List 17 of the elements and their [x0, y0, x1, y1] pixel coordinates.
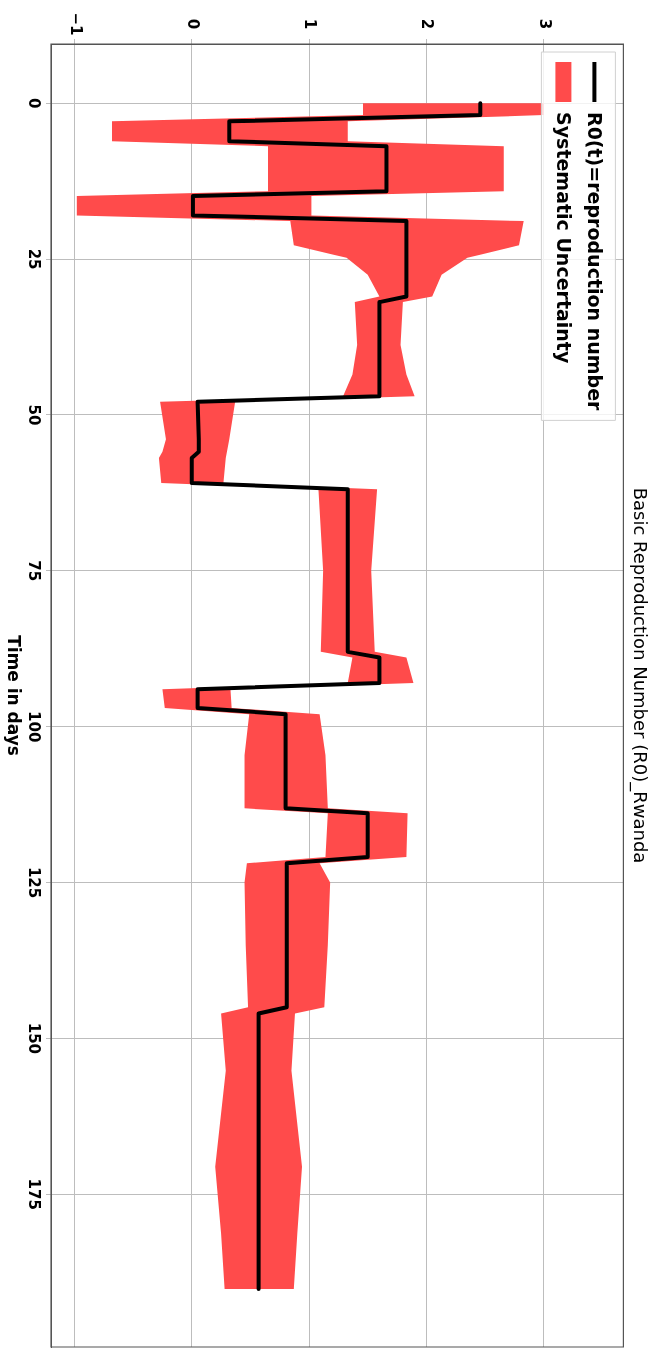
x-tick-label: 2: [418, 18, 437, 30]
y-tick-label: 175: [25, 1178, 44, 1210]
x-tick-label: 0: [183, 18, 202, 30]
y-tick-label: 150: [25, 1022, 44, 1055]
text: Basic Reproduction Number (R0)_Rwanda: [628, 487, 651, 864]
y-tick-label: 0: [25, 98, 44, 109]
legend-label: R0(t)=reproduction number: [584, 112, 607, 412]
y-tick-label: 125: [25, 866, 44, 899]
x-tick-label: 1: [301, 18, 320, 30]
x-tick-label: −1: [66, 12, 85, 36]
legend-label: Systematic Uncertainty: [553, 112, 576, 364]
x-tick-label: 3: [535, 18, 554, 30]
y-tick-label: 25: [25, 248, 44, 270]
y-axis-title: Time in days: [3, 635, 24, 756]
y-tick-label: 75: [25, 560, 44, 582]
y-tick-label: 50: [25, 404, 44, 426]
y-tick-label: 100: [25, 711, 44, 743]
